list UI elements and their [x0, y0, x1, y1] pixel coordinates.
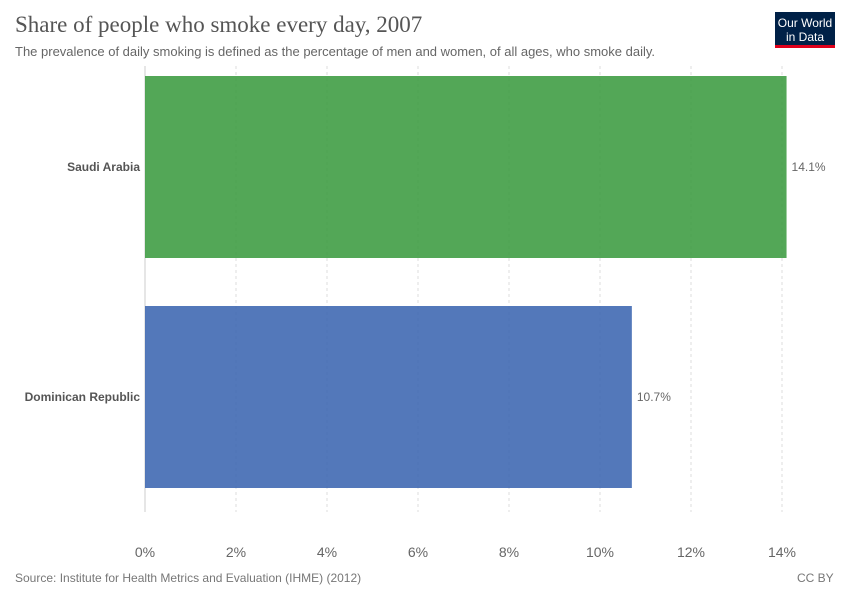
x-tick-label: 8% — [499, 544, 519, 560]
bar — [145, 76, 787, 258]
chart-title: Share of people who smoke every day, 200… — [15, 12, 423, 37]
x-tick-label: 4% — [317, 544, 337, 560]
logo-line-1: Our World — [777, 16, 833, 30]
source-note: Source: Institute for Health Metrics and… — [15, 571, 362, 585]
logo-line-2: in Data — [785, 30, 825, 44]
category-label: Dominican Republic — [25, 390, 141, 404]
x-tick-label: 2% — [226, 544, 246, 560]
chart-subtitle: The prevalence of daily smoking is defin… — [15, 44, 656, 59]
value-label: 10.7% — [637, 390, 671, 404]
x-tick-label: 14% — [768, 544, 796, 560]
x-tick-label: 6% — [408, 544, 428, 560]
x-tick-label: 12% — [677, 544, 705, 560]
owid-logo[interactable]: Our World in Data — [775, 12, 835, 48]
license-link[interactable]: CC BY — [797, 571, 834, 585]
value-label: 14.1% — [792, 160, 826, 174]
x-tick-label: 10% — [586, 544, 614, 560]
category-label: Saudi Arabia — [67, 160, 140, 174]
x-tick-label: 0% — [135, 544, 155, 560]
bar — [145, 306, 632, 488]
